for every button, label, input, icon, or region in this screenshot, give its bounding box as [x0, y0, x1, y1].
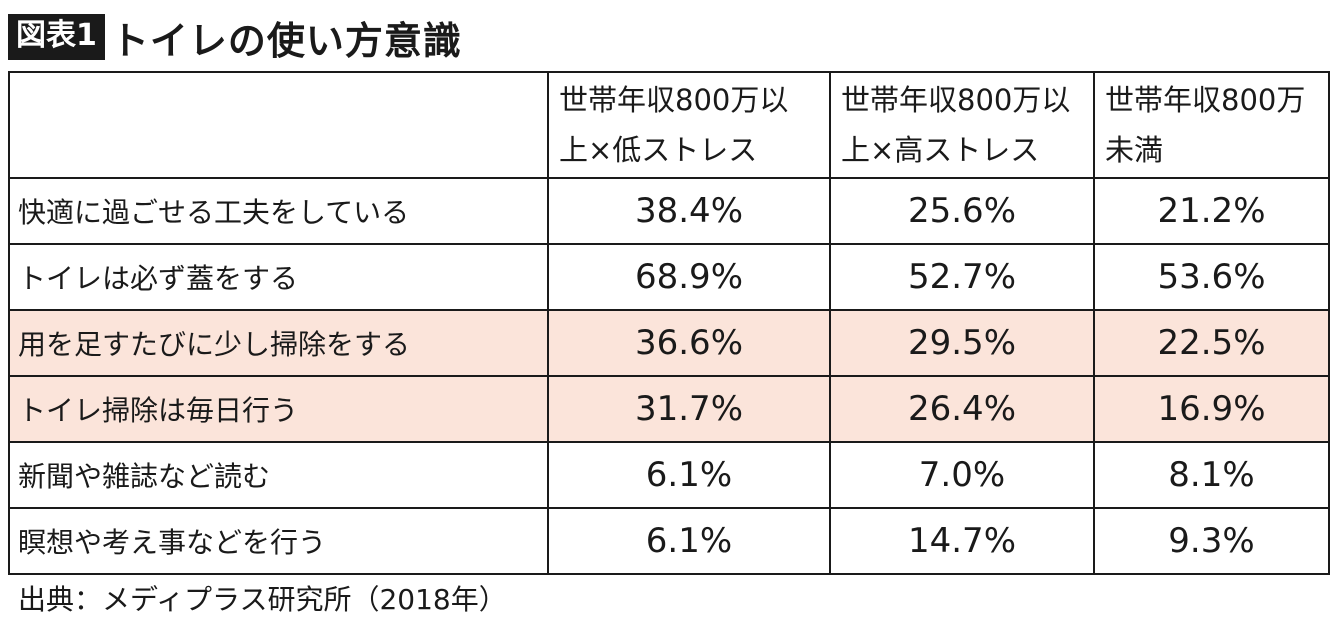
column-header: 世帯年収800万以 上×低ストレス	[547, 71, 831, 179]
figure-number-badge: 図表1	[8, 14, 105, 60]
table-row: トイレ掃除は毎日行う 31.7% 26.4% 16.9%	[8, 375, 1330, 443]
column-header: 世帯年収800万 未満	[1093, 71, 1330, 179]
row-label: 瞑想や考え事などを行う	[8, 507, 549, 575]
column-header: 世帯年収800万以 上×高ストレス	[829, 71, 1095, 179]
column-header-line2: 未満	[1105, 133, 1164, 167]
column-header-line1: 世帯年収800万	[1105, 83, 1306, 117]
table-cell-value: 9.3%	[1093, 507, 1330, 575]
row-label: 快適に過ごせる工夫をしている	[8, 177, 549, 245]
row-label: 用を足すたびに少し掃除をする	[8, 309, 549, 377]
table-cell-value: 14.7%	[829, 507, 1095, 575]
table-cell-value: 29.5%	[829, 309, 1095, 377]
table-row: トイレは必ず蓋をする 68.9% 52.7% 53.6%	[8, 243, 1330, 311]
table-cell-value: 21.2%	[1093, 177, 1330, 245]
table-cell-value: 16.9%	[1093, 375, 1330, 443]
table-cell-value: 7.0%	[829, 441, 1095, 509]
table-cell-value: 25.6%	[829, 177, 1095, 245]
column-header-line1: 世帯年収800万以	[841, 83, 1071, 117]
table-cell-value: 36.6%	[547, 309, 831, 377]
table-cell-value: 38.4%	[547, 177, 831, 245]
table-cell-value: 31.7%	[547, 375, 831, 443]
table-cell-value: 52.7%	[829, 243, 1095, 311]
column-header-line2: 上×高ストレス	[841, 133, 1040, 167]
table-cell-value: 8.1%	[1093, 441, 1330, 509]
data-table: 世帯年収800万以 上×低ストレス 世帯年収800万以 上×高ストレス 世帯年収…	[8, 71, 1330, 575]
column-header-line2: 上×低ストレス	[559, 133, 758, 167]
table-cell-value: 6.1%	[547, 507, 831, 575]
column-header-line1: 世帯年収800万以	[559, 83, 789, 117]
table-row: 瞑想や考え事などを行う 6.1% 14.7% 9.3%	[8, 507, 1330, 575]
header-row: 世帯年収800万以 上×低ストレス 世帯年収800万以 上×高ストレス 世帯年収…	[8, 71, 1330, 179]
table-cell-value: 22.5%	[1093, 309, 1330, 377]
table-cell-value: 26.4%	[829, 375, 1095, 443]
source-note: 出典：メディプラス研究所（2018年）	[18, 583, 507, 616]
table-cell-value: 68.9%	[547, 243, 831, 311]
header-corner-cell	[8, 71, 549, 179]
table-cell-value: 53.6%	[1093, 243, 1330, 311]
row-label: トイレは必ず蓋をする	[8, 243, 549, 311]
table-row: 新聞や雑誌など読む 6.1% 7.0% 8.1%	[8, 441, 1330, 509]
table-row: 快適に過ごせる工夫をしている 38.4% 25.6% 21.2%	[8, 177, 1330, 245]
figure-title-row: 図表1 トイレの使い方意識	[8, 10, 462, 64]
row-label: トイレ掃除は毎日行う	[8, 375, 549, 443]
figure-title: トイレの使い方意識	[110, 18, 462, 63]
row-label: 新聞や雑誌など読む	[8, 441, 549, 509]
table-cell-value: 6.1%	[547, 441, 831, 509]
table-row: 用を足すたびに少し掃除をする 36.6% 29.5% 22.5%	[8, 309, 1330, 377]
